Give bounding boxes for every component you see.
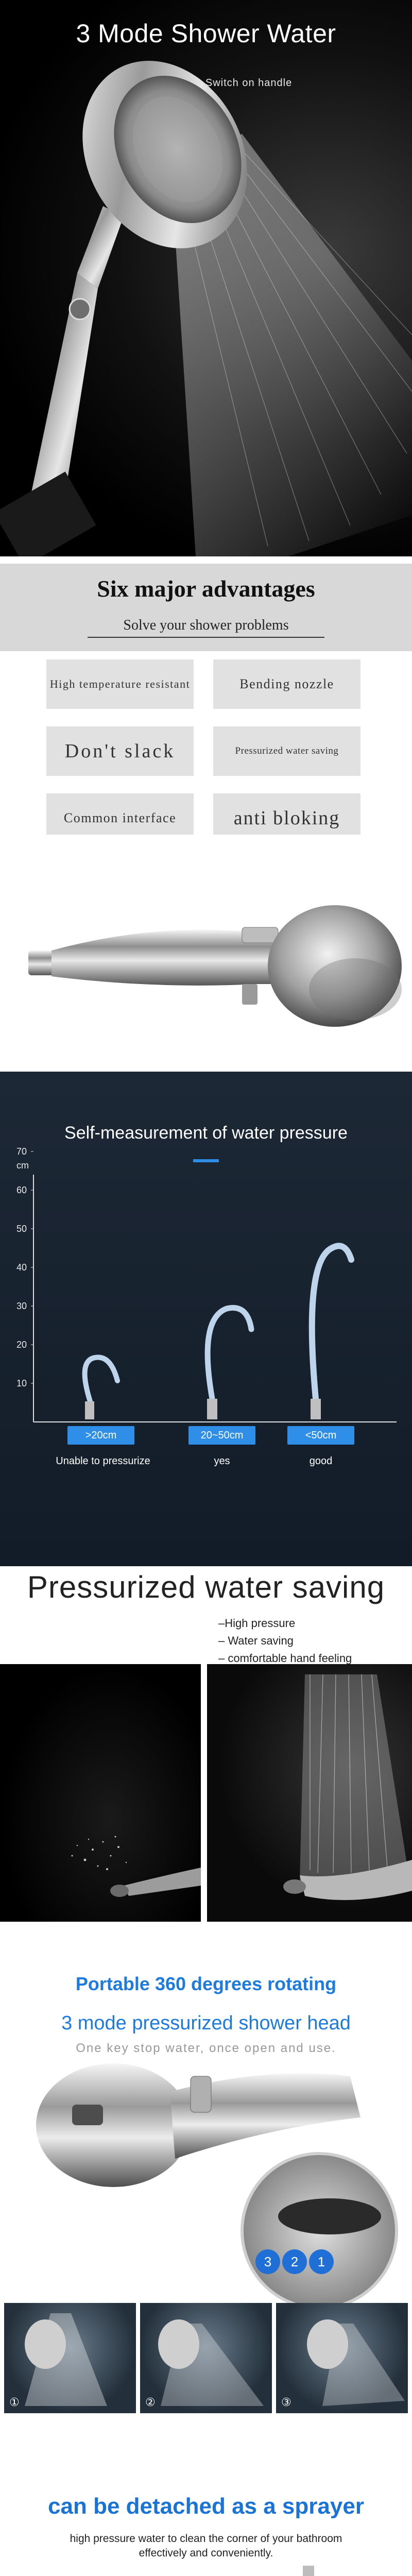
mode-selector-icon (72, 2105, 103, 2125)
y-tick-label: 10 (16, 1378, 27, 1388)
y-tick-label: 40 (16, 1262, 27, 1273)
advantage-item: High temperature resistant (46, 659, 194, 709)
subtitle-underline (88, 637, 324, 638)
water-saving-section: Pressurized water saving –High pressure … (0, 1566, 412, 1922)
advantages-section: Six major advantages Solve your shower p… (0, 556, 412, 835)
advantage-item: Bending nozzle (213, 659, 360, 709)
mode-badges: 3 2 1 (255, 2249, 334, 2274)
mode-1-thumbnail: ① (4, 2303, 136, 2413)
portable-heading: Portable 360 degrees rotating (75, 1973, 337, 1994)
strong-spray-image (207, 1664, 412, 1922)
mode-badge-3 (255, 2249, 280, 2274)
saving-title: Pressurized water saving (27, 1570, 385, 1604)
y-tick-label: 20 (16, 1340, 27, 1350)
mode-number: ③ (281, 2396, 291, 2409)
y-axis-unit: cm (16, 1160, 29, 1171)
advantage-item: Common interface (46, 793, 194, 835)
advantages-subtitle: Solve your shower problems (123, 617, 289, 633)
title-accent-line (193, 1159, 219, 1162)
mode-badge-label: 1 (318, 2254, 325, 2269)
y-tick-label: 70 (16, 1146, 27, 1157)
pressure-title: Self-measurement of water pressure (64, 1123, 348, 1143)
advantages-title: Six major advantages (97, 575, 315, 602)
category-rating: yes (214, 1455, 230, 1467)
mode-2-thumbnail: ② (140, 2303, 272, 2413)
mode-badge-2 (282, 2249, 307, 2274)
detachable-section: can be detached as a sprayer high pressu… (0, 2416, 412, 2576)
mode-number: ① (9, 2396, 20, 2409)
portable-rotating-section: Portable 360 degrees rotating 3 mode pre… (0, 1922, 412, 2303)
weak-spray-image (0, 1664, 201, 1922)
shower-head-mode-image: 3 2 1 (36, 2063, 398, 2303)
y-tick-label: 30 (16, 1301, 27, 1311)
detachable-description: high pressure water to clean the corner … (70, 2533, 342, 2559)
advantage-item: Pressurized water saving (213, 726, 360, 776)
water-jet-1 (82, 1354, 120, 1419)
category-pill: >20cm (67, 1426, 134, 1445)
pause-switch-icon (68, 298, 91, 320)
hero-title: 3 Mode Shower Water (76, 19, 336, 48)
category-rating: Unable to pressurize (56, 1455, 150, 1467)
feature-item: – comfortable hand feeling (218, 1652, 352, 1665)
water-jet-2 (204, 1304, 254, 1419)
mode-number: ② (145, 2396, 156, 2409)
advantage-item: Don't slack (46, 726, 194, 776)
feature-caption: One key stop water, once open and use. (76, 2041, 336, 2055)
water-pressure-section: Self-measurement of water pressure cm 10… (0, 1072, 412, 1566)
category-pill: <50cm (287, 1426, 354, 1445)
y-tick-label: 60 (16, 1185, 27, 1195)
mode-badge-label: 2 (291, 2254, 298, 2269)
mode-badge-label: 3 (264, 2254, 271, 2269)
mode-3-thumbnail: ③ (276, 2303, 408, 2413)
feature-item: – Water saving (218, 1634, 294, 1647)
feature-item: –High pressure (218, 1617, 296, 1630)
product-side-view-section (0, 835, 412, 1072)
detachable-title: can be detached as a sprayer (48, 2494, 364, 2519)
mode-heading: 3 mode pressurized shower head (61, 2012, 351, 2034)
pause-switch-icon (190, 2076, 212, 2113)
category-pill: 20~50cm (188, 1426, 255, 1445)
hero-section: 3 Mode Shower Water with Stop Pause Swit… (0, 0, 412, 556)
advantages-header-bar (0, 564, 412, 651)
y-tick-label: 50 (16, 1224, 27, 1234)
mode-badge-1 (309, 2249, 334, 2274)
shower-head-hero-image (0, 61, 412, 556)
advantage-item: anti bloking (213, 793, 360, 835)
shower-head-side-image (28, 905, 402, 1027)
pressure-chart: cm 10 20 30 40 50 60 70 (16, 1146, 397, 1422)
category-rating: good (309, 1455, 333, 1467)
water-jet-3 (308, 1243, 354, 1419)
sprayer-image (303, 2566, 314, 2576)
pause-switch-icon (242, 984, 258, 1005)
